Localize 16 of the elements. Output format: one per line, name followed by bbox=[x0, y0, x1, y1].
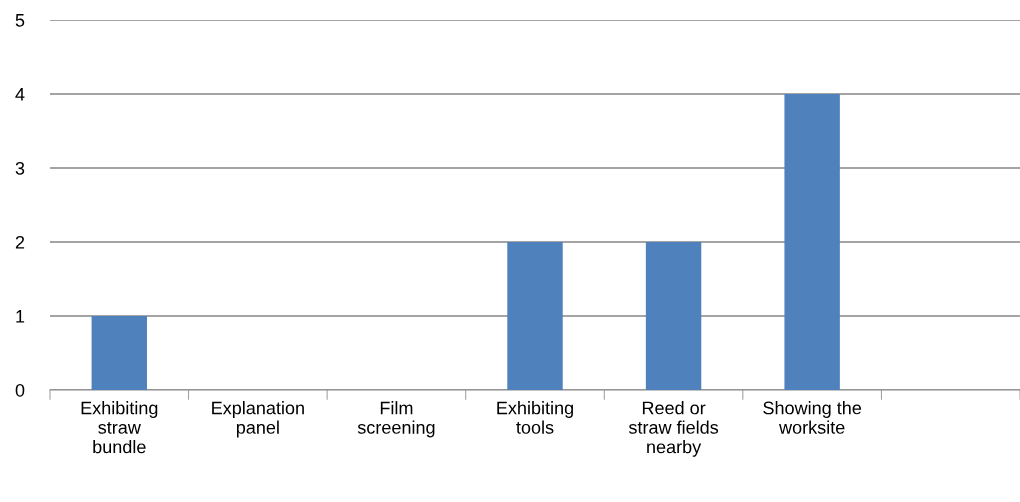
x-tick-label: Exhibiting straw bundle bbox=[81, 401, 158, 454]
x-tick-label: Explanation panel bbox=[212, 401, 304, 438]
y-tick-label: 0 bbox=[15, 383, 25, 397]
x-tick-label: Reed or straw fields nearby bbox=[628, 401, 719, 457]
x-tick-label: Exhibiting tools bbox=[497, 401, 573, 434]
bar bbox=[645, 242, 702, 390]
bar bbox=[784, 94, 840, 390]
y-tick-label: 4 bbox=[15, 88, 25, 101]
y-tick-label: 3 bbox=[15, 161, 25, 175]
bar bbox=[507, 242, 563, 390]
x-tick-label: Showing the worksite bbox=[763, 401, 862, 434]
bar bbox=[91, 316, 147, 390]
y-tick-label: 1 bbox=[16, 310, 25, 323]
x-tick-label: Film screening bbox=[357, 401, 435, 438]
y-tick-label: 5 bbox=[15, 14, 25, 27]
y-tick-label: 2 bbox=[15, 235, 25, 249]
